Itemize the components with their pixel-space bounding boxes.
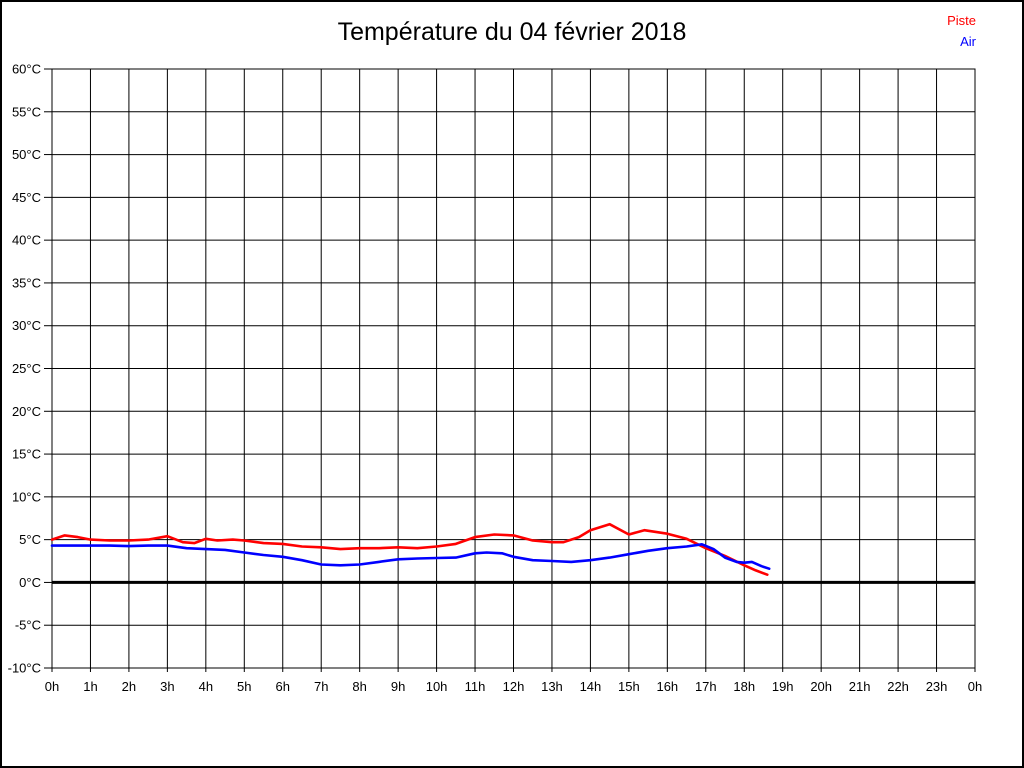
y-tick-label: 60°C [12,62,41,77]
legend-entry-piste: Piste [947,13,976,28]
y-tick-label: 25°C [12,361,41,376]
x-tick-label: 10h [426,679,448,694]
plot-frame [51,68,976,669]
x-tick-label: 12h [503,679,525,694]
chart-title: Température du 04 février 2018 [337,18,687,46]
x-tick-label: 2h [122,679,136,694]
x-tick-label: 14h [580,679,602,694]
x-tick-label: 1h [83,679,97,694]
y-tick-label: 15°C [12,447,41,462]
x-tick-label: 11h [465,679,486,694]
x-tick-label: 3h [160,679,174,694]
x-tick-label: 22h [887,679,909,694]
x-tick-label: 19h [772,679,794,694]
x-tick-label: 13h [541,679,563,694]
x-tick-label: 17h [695,679,717,694]
x-tick-label: 8h [352,679,366,694]
x-tick-label: 15h [618,679,640,694]
x-tick-label: 5h [237,679,251,694]
y-tick-label: 5°C [19,532,41,547]
series-piste-line [50,522,769,577]
x-tick-label: 21h [849,679,871,694]
x-tick-label: 16h [656,679,678,694]
chart-legend: Piste Air [947,13,976,49]
x-tick-label: 7h [314,679,328,694]
x-tick-label: 0h [45,679,59,694]
x-tick-label: 20h [810,679,832,694]
x-tick-label: 18h [733,679,755,694]
legend-entry-air: Air [960,34,976,49]
y-tick-label: 20°C [12,404,41,419]
y-tick-label: -10°C [8,661,41,676]
y-tick-label: -5°C [15,618,41,633]
series-air-line [50,542,771,571]
y-tick-label: 30°C [12,318,41,333]
y-tick-label: 35°C [12,275,41,290]
x-tick-label: 9h [391,679,405,694]
y-tick-label: 10°C [12,489,41,504]
x-tick-label: 4h [199,679,213,694]
y-tick-label: 0°C [19,575,41,590]
y-tick-label: 50°C [12,147,41,162]
y-tick-label: 40°C [12,233,41,248]
y-tick-label: 55°C [12,104,41,119]
x-tick-label: 23h [926,679,948,694]
x-tick-label: 0h [968,679,982,694]
y-tick-label: 45°C [12,190,41,205]
x-tick-label: 6h [276,679,290,694]
